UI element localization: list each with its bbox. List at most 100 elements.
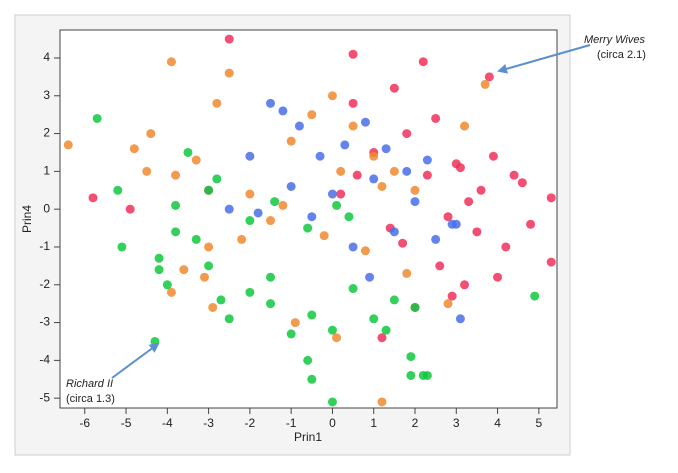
point [224,34,234,44]
point [224,314,234,324]
point [113,185,123,195]
point [142,166,152,176]
point [319,231,329,241]
point [204,185,214,195]
point [332,333,342,343]
x-tick-label: -5 [121,416,132,430]
point [389,83,399,93]
point [171,170,181,180]
point [278,200,288,210]
point [307,374,317,384]
point [327,397,337,407]
point [546,257,556,267]
point [266,272,276,282]
point [171,200,181,210]
x-tick-label: 5 [535,416,542,430]
point [245,189,255,199]
point [447,291,457,301]
point [410,185,420,195]
point [266,98,276,108]
point [348,49,358,59]
point [348,284,358,294]
point [224,68,234,78]
point [216,295,226,305]
point [360,246,370,256]
point [183,147,193,157]
point [381,325,391,335]
point [327,189,337,199]
point [204,242,214,252]
point [443,212,453,222]
point [472,227,482,237]
annotation-title: Merry Wives [584,34,646,46]
point [162,280,172,290]
y-axis-label: Prin4 [20,205,34,233]
point [92,113,102,123]
point [294,121,304,131]
point [526,219,536,229]
x-tick-label: 4 [494,416,501,430]
x-axis-label: Prin1 [294,430,322,444]
x-tick-label: -3 [203,416,214,430]
point [286,181,296,191]
point [204,261,214,271]
point [129,144,139,154]
point [344,212,354,222]
x-tick-label: -4 [162,416,173,430]
point [381,144,391,154]
point [327,325,337,335]
point [398,238,408,248]
point [290,318,300,328]
point [212,174,222,184]
point [266,216,276,226]
point [422,170,432,180]
point [389,295,399,305]
point [377,333,387,343]
point [191,155,201,165]
x-tick-label: 3 [453,416,460,430]
point [455,314,465,324]
y-tick-label: 1 [43,164,50,178]
point [389,227,399,237]
point [327,91,337,101]
point [245,287,255,297]
point [517,178,527,188]
y-tick-label: -1 [39,239,50,253]
point [410,302,420,312]
point [488,151,498,161]
point [266,299,276,309]
y-tick-label: 0 [43,201,50,215]
point [369,314,379,324]
point [493,272,503,282]
annotation-note: (circa 2.1) [597,49,646,61]
point [418,57,428,67]
point [377,397,387,407]
point [303,355,313,365]
y-tick-label: 3 [43,88,50,102]
point [212,98,222,108]
point [171,227,181,237]
point [154,265,164,275]
point [418,370,428,380]
point [348,98,358,108]
point [332,200,342,210]
y-tick-label: 4 [43,50,50,64]
x-tick-label: 0 [329,416,336,430]
point [410,197,420,207]
y-tick-label: -3 [39,315,50,329]
point [315,151,325,161]
point [352,170,362,180]
x-tick-label: -1 [286,416,297,430]
point [530,291,540,301]
point [460,121,470,131]
x-tick-label: -2 [245,416,256,430]
annotation-arrow [497,44,591,74]
point [402,268,412,278]
plot-frame [59,29,558,409]
point [166,57,176,67]
point [443,299,453,309]
point [224,204,234,214]
point [447,219,457,229]
point [199,272,209,282]
annotation-title: Richard II [66,378,113,390]
